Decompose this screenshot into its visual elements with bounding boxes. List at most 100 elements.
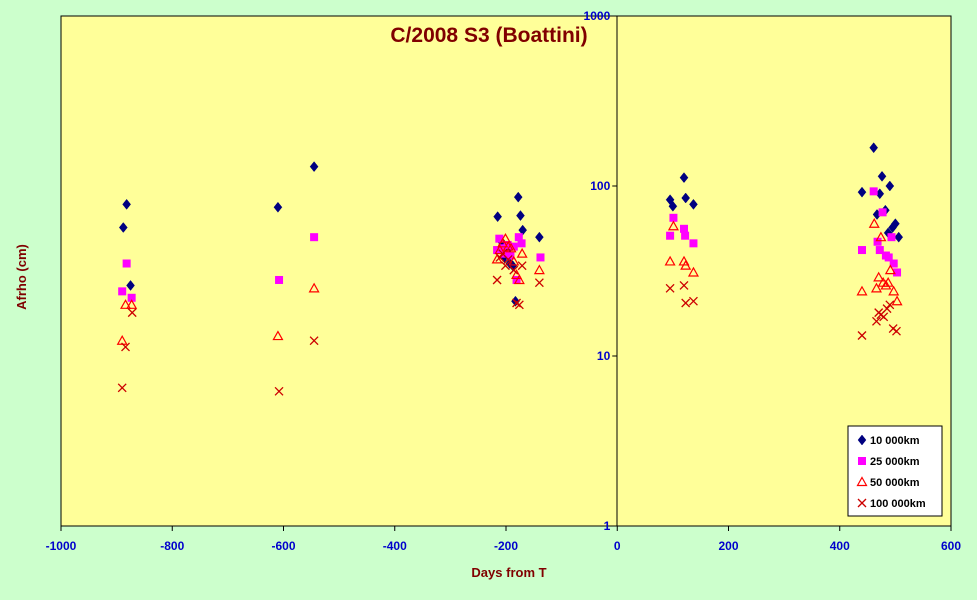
data-point-diamond xyxy=(857,186,867,198)
legend-marker-x xyxy=(857,498,867,508)
data-point-triangle xyxy=(497,237,509,248)
data-point-square xyxy=(669,213,678,222)
data-point-triangle xyxy=(119,299,132,309)
data-point-x xyxy=(688,296,698,306)
data-point-x xyxy=(892,326,901,336)
data-point-x xyxy=(882,304,892,314)
x-tick-label: -400 xyxy=(383,539,407,553)
x-axis-title: Days from T xyxy=(471,565,546,580)
data-point-diamond xyxy=(513,191,523,203)
data-point-triangle xyxy=(680,259,692,270)
data-point-square xyxy=(858,246,866,255)
data-point-triangle xyxy=(126,299,138,309)
data-point-triangle xyxy=(856,285,868,296)
data-point-triangle xyxy=(494,244,506,255)
y-tick-label: 100 xyxy=(590,179,610,193)
data-point-diamond xyxy=(535,231,544,243)
data-point-diamond xyxy=(516,210,525,221)
x-tick-label: 200 xyxy=(718,539,738,553)
legend-label: 50 000km xyxy=(870,477,920,489)
legend-label: 10 000km xyxy=(870,435,920,447)
data-point-triangle xyxy=(884,264,896,275)
data-point-triangle xyxy=(308,282,320,293)
data-point-diamond xyxy=(681,192,690,204)
data-point-triangle xyxy=(868,217,880,228)
y-axis-title: Afrho (cm) xyxy=(14,244,29,310)
legend-label: 100 000km xyxy=(870,498,926,510)
data-point-diamond xyxy=(309,161,319,173)
x-tick-label: 0 xyxy=(614,539,621,553)
data-point-triangle xyxy=(491,253,503,264)
data-point-x xyxy=(514,300,524,310)
y-tick-label: 1000 xyxy=(584,9,611,23)
data-point-x xyxy=(517,261,527,271)
data-point-x xyxy=(121,342,130,352)
data-point-triangle xyxy=(667,220,679,231)
data-point-diamond xyxy=(122,198,131,210)
chart-title: C/2008 S3 (Boattini) xyxy=(390,24,587,47)
data-point-x xyxy=(500,261,510,271)
data-point-x xyxy=(509,265,519,275)
data-point-diamond xyxy=(273,201,283,213)
x-tick-label: -600 xyxy=(271,539,295,553)
data-point-x xyxy=(665,283,675,293)
data-point-triangle xyxy=(272,330,284,341)
x-axis-ticks: -1000 -800 -600 -400 -200 0 200 400 600 xyxy=(46,526,961,553)
data-point-square xyxy=(689,239,698,248)
data-point-square xyxy=(514,233,523,242)
data-point-square xyxy=(681,231,690,240)
data-point-square xyxy=(878,208,887,217)
data-point-triangle xyxy=(508,255,520,266)
data-point-triangle xyxy=(533,264,545,275)
data-point-x xyxy=(857,331,867,340)
legend: 10 000km 25 000km 50 000km 100 000km xyxy=(847,425,943,517)
data-point-triangle xyxy=(664,255,676,266)
data-point-diamond xyxy=(891,218,900,230)
data-point-square xyxy=(884,253,893,262)
data-point-triangle xyxy=(891,295,903,306)
data-point-x xyxy=(495,252,505,262)
data-point-diamond xyxy=(894,231,904,243)
x-tick-label: -800 xyxy=(160,539,184,553)
data-point-square xyxy=(666,231,675,240)
data-point-square xyxy=(506,251,515,260)
legend-marker-square xyxy=(858,457,866,465)
data-point-diamond xyxy=(877,170,887,182)
data-point-square xyxy=(310,233,319,242)
data-point-square xyxy=(118,287,127,296)
data-point-square xyxy=(875,246,884,255)
y-tick-label: 10 xyxy=(597,349,611,363)
data-point-triangle xyxy=(513,274,525,285)
legend-marker-diamond xyxy=(857,434,867,446)
data-point-x xyxy=(127,308,137,318)
data-point-diamond xyxy=(126,280,135,291)
data-point-square xyxy=(680,224,688,233)
data-point-x xyxy=(681,298,691,308)
data-point-triangle xyxy=(687,266,699,277)
data-point-triangle xyxy=(516,247,528,258)
data-point-triangle xyxy=(873,271,885,282)
data-point-x xyxy=(879,312,889,322)
data-point-triangle xyxy=(870,282,882,293)
data-point-diamond xyxy=(679,172,689,184)
x-tick-label: -200 xyxy=(494,539,518,553)
data-point-triangle xyxy=(875,231,887,242)
data-point-x xyxy=(309,336,319,346)
data-point-square xyxy=(869,187,878,196)
x-tick-label: 400 xyxy=(830,539,850,553)
data-point-diamond xyxy=(118,222,128,233)
data-point-x xyxy=(117,383,127,393)
y-tick-label: 1 xyxy=(604,519,611,533)
data-point-triangle xyxy=(882,276,894,287)
data-point-square xyxy=(503,240,512,249)
data-point-diamond xyxy=(689,198,698,210)
data-point-square xyxy=(509,242,518,251)
data-point-x xyxy=(492,275,502,285)
legend-label: 25 000km xyxy=(870,456,920,468)
data-point-x xyxy=(679,280,689,290)
data-point-square xyxy=(873,237,882,246)
data-point-square xyxy=(122,259,131,268)
data-point-triangle xyxy=(502,240,514,251)
data-point-x xyxy=(885,300,895,310)
